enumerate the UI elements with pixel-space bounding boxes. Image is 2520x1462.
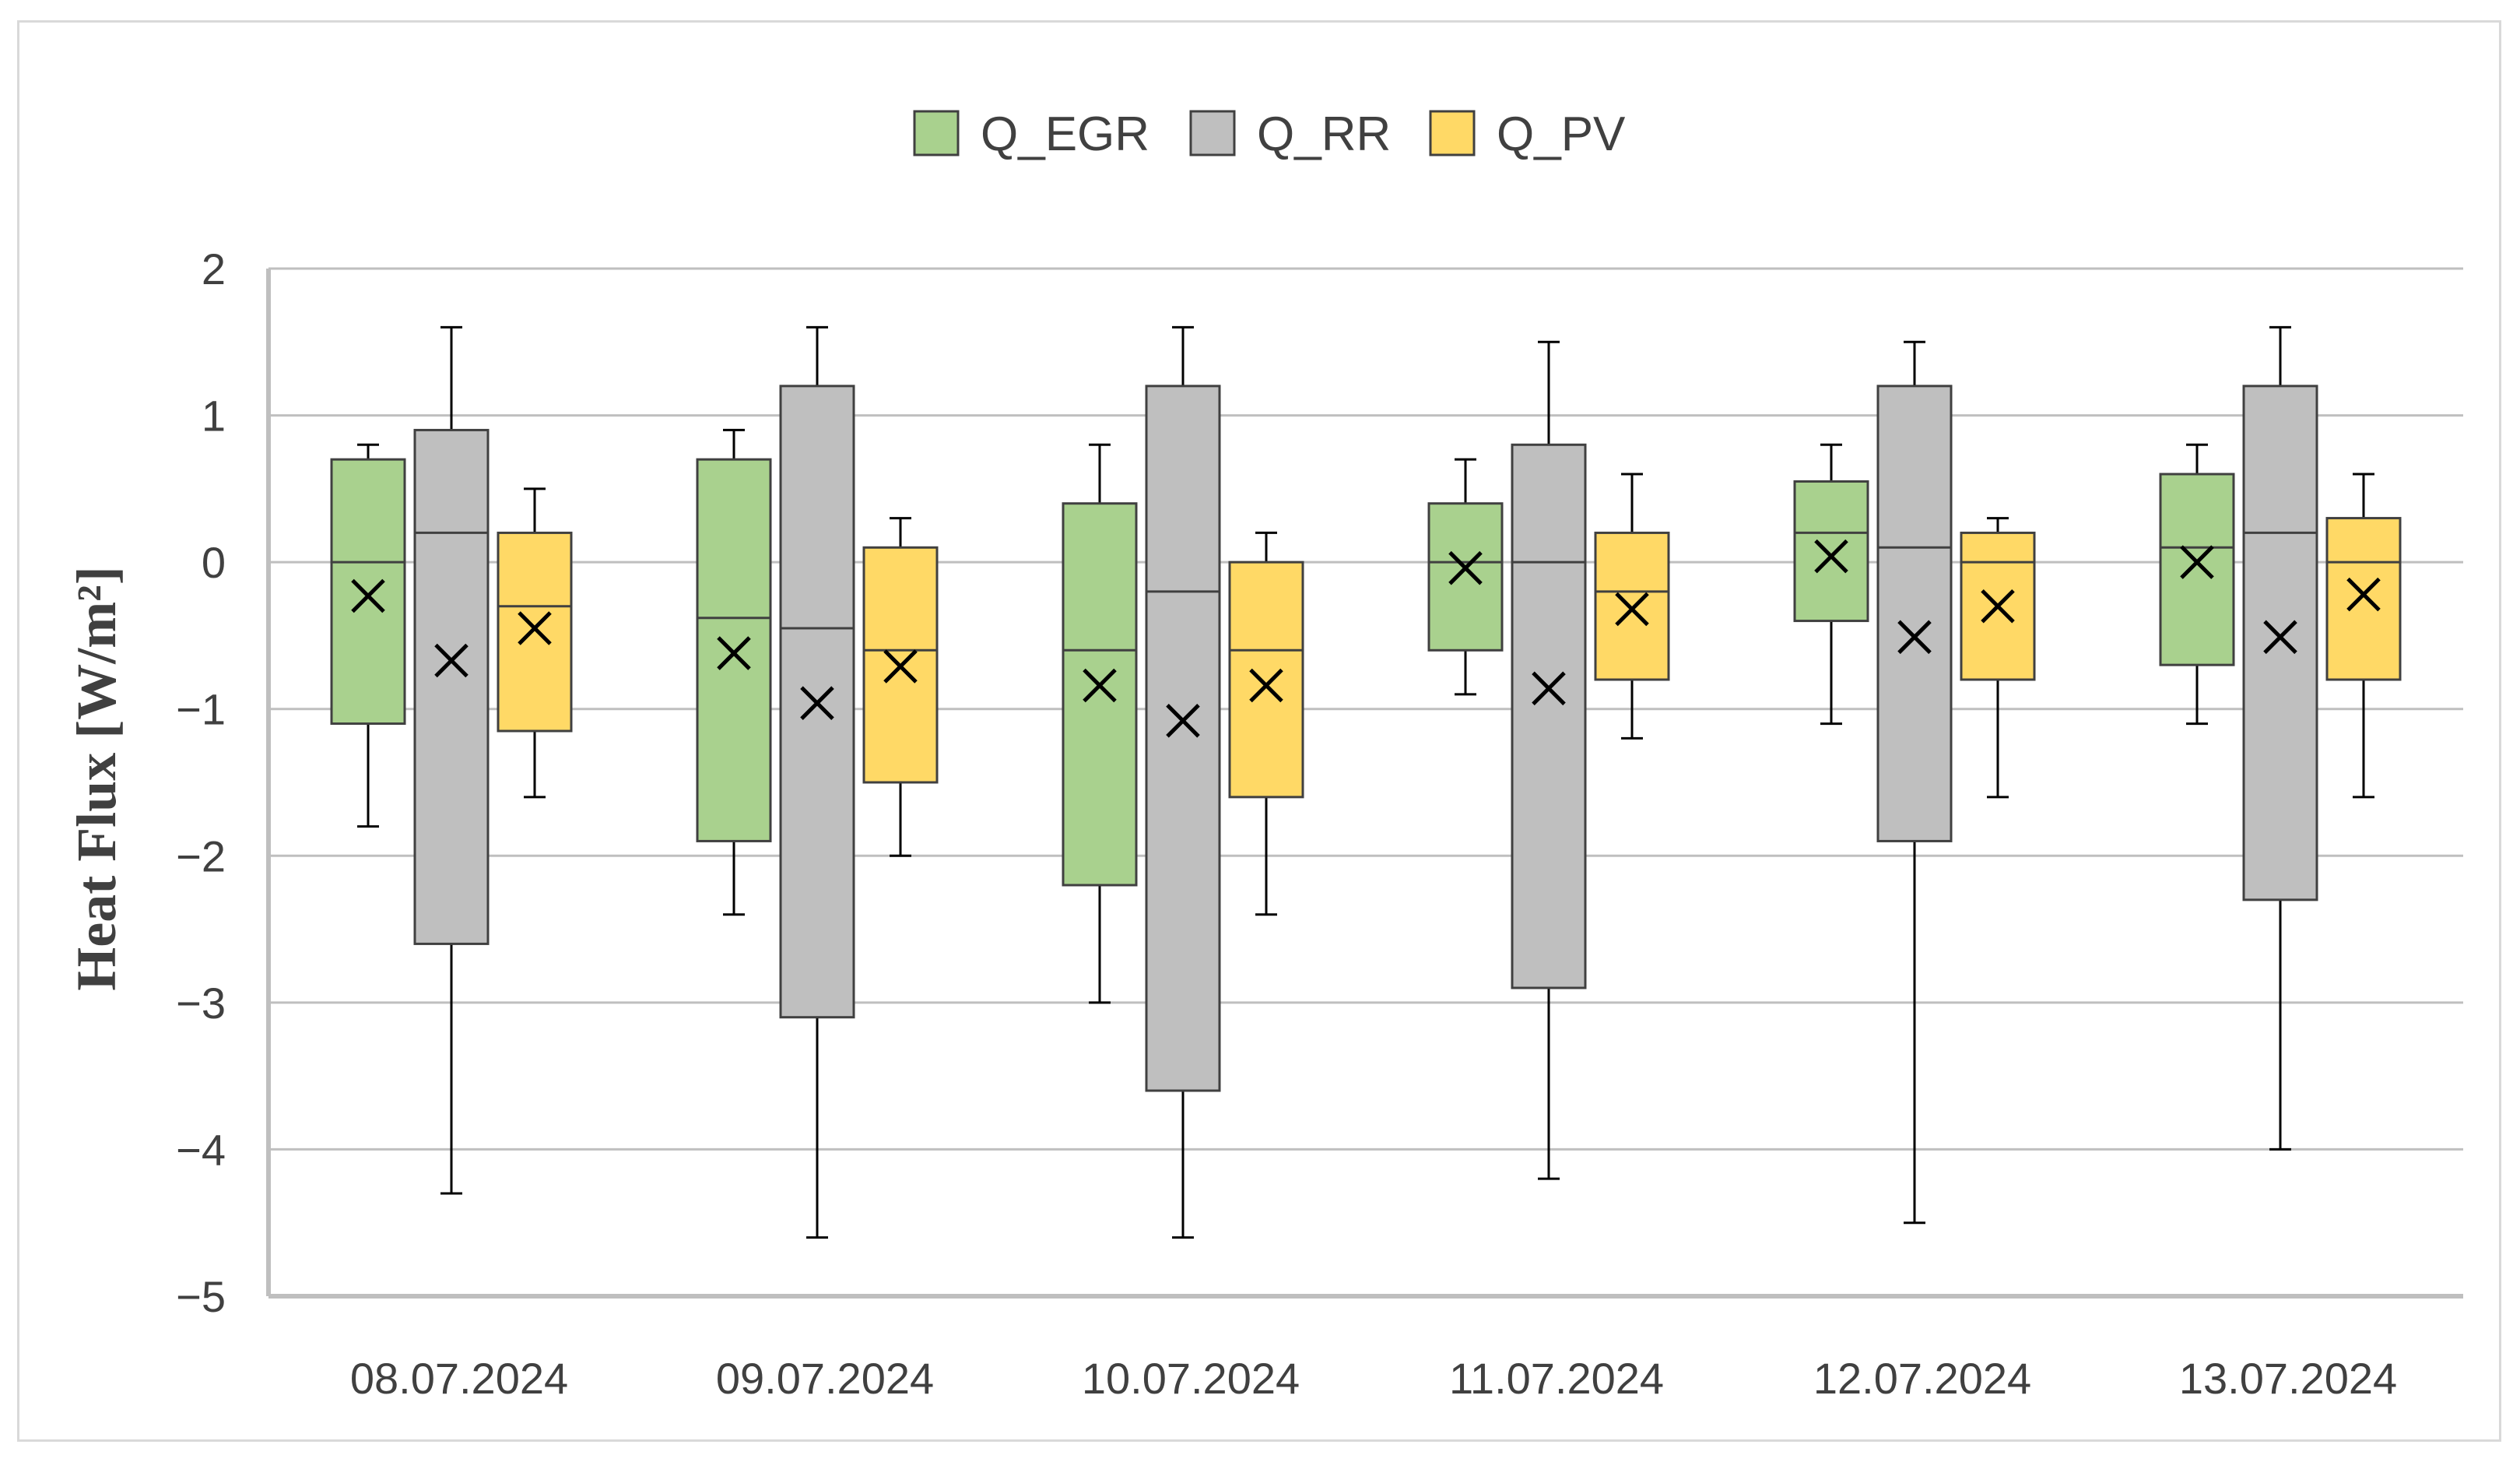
box-q-egr-5	[1793, 443, 1869, 726]
mean-marker	[2180, 545, 2214, 579]
box-iqr	[2325, 517, 2402, 681]
x-axis-ticks: 08.07.2024 09.07.2024 10.07.2024 11.07.2024…	[350, 1354, 2397, 1403]
box-iqr	[1793, 480, 1869, 623]
y-axis-title: Heat Flux [W/m²]	[65, 566, 128, 990]
box-q-rr-1	[413, 325, 490, 1195]
mean-marker-stroke	[2263, 620, 2297, 655]
box-iqr	[330, 458, 406, 726]
mean-marker-stroke	[2180, 545, 2214, 579]
box-q-rr-4	[1511, 340, 1587, 1180]
box-q-rr-3	[1145, 325, 1221, 1239]
y-tick-label: 0	[202, 538, 226, 587]
box-iqr	[1876, 385, 1953, 842]
mean-marker	[518, 611, 552, 645]
mean-marker-stroke	[1981, 589, 2015, 624]
mean-marker-stroke	[518, 611, 552, 645]
legend: Q_EGR Q_RR Q_PV	[913, 107, 1626, 161]
box-q-pv-4	[1594, 473, 1670, 740]
box-iqr	[413, 428, 490, 945]
box-iqr	[1511, 443, 1587, 989]
mean-marker-stroke	[1532, 671, 1566, 706]
box-q-rr-6	[2242, 325, 2318, 1151]
box-iqr	[1427, 502, 1504, 652]
boxes	[330, 325, 2402, 1239]
mean-marker-stroke	[1166, 704, 1200, 738]
box-iqr	[1228, 561, 1304, 799]
box-q-pv-2	[862, 517, 939, 857]
mean-marker	[2346, 577, 2381, 612]
box-q-pv-5	[1960, 517, 2036, 799]
mean-marker	[1814, 539, 1848, 574]
mean-marker	[434, 643, 469, 678]
legend-swatch	[1429, 110, 1476, 156]
x-tick-label: 11.07.2024	[1449, 1354, 1664, 1403]
box-q-pv-1	[497, 487, 573, 799]
box-q-rr-5	[1876, 340, 1953, 1225]
legend-item-q-rr: Q_RR	[1189, 107, 1391, 161]
legend-item-q-egr: Q_EGR	[913, 107, 1149, 161]
mean-marker-stroke	[1448, 550, 1483, 585]
box-iqr	[1145, 385, 1221, 1092]
mean-marker	[1083, 668, 1117, 703]
mean-marker	[1166, 704, 1200, 738]
mean-marker	[1615, 592, 1649, 627]
mean-marker-stroke	[2346, 577, 2381, 612]
mean-marker	[1448, 550, 1483, 585]
y-tick-label: −1	[176, 685, 226, 734]
gridlines	[266, 267, 2463, 1299]
mean-marker-stroke	[800, 686, 834, 720]
box-iqr	[497, 531, 573, 733]
mean-marker-stroke	[1615, 592, 1649, 627]
mean-marker-stroke	[717, 636, 751, 670]
legend-swatch	[913, 110, 960, 156]
mean-marker-stroke	[434, 643, 469, 678]
y-tick-label: 2	[202, 244, 226, 293]
y-axis-ticks: 2 1 0 −1 −2 −3 −4 −5	[176, 244, 226, 1321]
box-iqr	[2159, 473, 2235, 666]
mean-marker	[2263, 620, 2297, 655]
mean-marker	[800, 686, 834, 720]
mean-marker	[1532, 671, 1566, 706]
box-q-pv-6	[2325, 473, 2402, 799]
box-q-egr-1	[330, 443, 406, 828]
y-tick-label: −3	[176, 979, 226, 1028]
y-tick-label: −4	[176, 1125, 226, 1174]
box-iqr	[2242, 385, 2318, 901]
mean-marker-stroke	[1897, 620, 1932, 655]
mean-marker	[717, 636, 751, 670]
box-q-egr-6	[2159, 443, 2235, 726]
mean-marker-stroke	[1249, 668, 1283, 703]
y-tick-label: −2	[176, 831, 226, 880]
y-tick-label: 1	[202, 392, 226, 441]
x-tick-label: 12.07.2024	[1813, 1354, 2031, 1403]
mean-marker	[883, 649, 918, 684]
box-q-rr-2	[779, 325, 855, 1239]
x-tick-label: 13.07.2024	[2179, 1354, 2397, 1403]
mean-marker-stroke	[1814, 539, 1848, 574]
mean-marker	[351, 578, 385, 613]
box-q-egr-3	[1062, 443, 1138, 1004]
y-tick-label: −5	[176, 1272, 226, 1321]
legend-swatch	[1189, 110, 1236, 156]
box-iqr	[696, 458, 772, 842]
mean-marker-stroke	[883, 649, 918, 684]
mean-marker	[1897, 620, 1932, 655]
legend-label: Q_RR	[1257, 107, 1391, 161]
legend-label: Q_EGR	[981, 107, 1149, 161]
box-q-egr-2	[696, 428, 772, 916]
box-iqr	[1594, 531, 1670, 681]
box-q-pv-3	[1228, 531, 1304, 916]
legend-item-q-pv: Q_PV	[1429, 107, 1626, 161]
mean-marker	[1249, 668, 1283, 703]
box-q-egr-4	[1427, 458, 1504, 696]
x-tick-label: 10.07.2024	[1082, 1354, 1300, 1403]
x-tick-label: 08.07.2024	[350, 1354, 568, 1403]
mean-marker-stroke	[351, 578, 385, 613]
box-iqr	[1062, 502, 1138, 887]
x-tick-label: 09.07.2024	[716, 1354, 934, 1403]
mean-marker-stroke	[1083, 668, 1117, 703]
mean-marker	[1981, 589, 2015, 624]
legend-label: Q_PV	[1497, 107, 1626, 161]
